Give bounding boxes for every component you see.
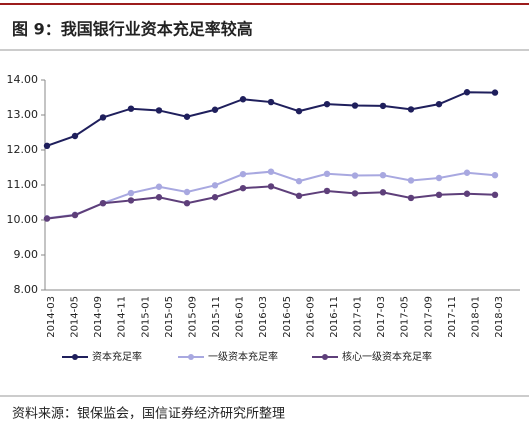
legend-marker (322, 354, 328, 360)
point (351, 172, 359, 179)
x-tick-label: 2014-05 (70, 296, 81, 338)
point (435, 174, 443, 182)
x-tick-label: 2016-11 (329, 296, 340, 338)
point (435, 191, 443, 198)
chart-title: 图 9：我国银行业资本充足率较高 (12, 20, 253, 39)
line (46, 185, 496, 220)
x-tick-label: 2014-11 (117, 296, 128, 338)
source: 资料来源：银保监会，国信证券经济研究所整理 (12, 406, 285, 422)
legend-marker (188, 354, 194, 360)
point (295, 107, 303, 115)
point (323, 100, 331, 108)
point (71, 211, 79, 219)
y-tick-label: 13.00 (7, 108, 39, 121)
point (463, 169, 471, 176)
point (127, 197, 135, 204)
point (463, 190, 471, 197)
x-tick-label: 2018-01 (470, 296, 481, 338)
point (463, 89, 471, 96)
point (239, 96, 247, 103)
y-tick-label: 14.00 (7, 73, 39, 86)
point (295, 177, 303, 185)
x-tick-label: 2016-03 (258, 296, 269, 338)
point (99, 200, 107, 207)
x-tick-label: 2017-09 (423, 296, 434, 338)
point (183, 113, 191, 120)
point (491, 191, 499, 198)
x-tick-label: 2015-09 (187, 296, 198, 338)
y-tick-label: 11.00 (7, 178, 39, 191)
point (211, 194, 219, 201)
y-tick-label: 12.00 (7, 143, 39, 156)
point (71, 132, 79, 140)
point (127, 189, 135, 197)
point (491, 89, 499, 96)
point (183, 200, 191, 207)
legend-label: 资本充足率 (92, 350, 142, 363)
point (351, 102, 359, 109)
point (127, 105, 135, 112)
y-tick-label: 10.00 (7, 213, 39, 226)
legend-label: 一级资本充足率 (208, 350, 278, 363)
x-tick-label: 2017-01 (353, 296, 364, 338)
point (267, 183, 275, 190)
point (99, 114, 107, 121)
point (407, 106, 415, 113)
point (155, 107, 163, 114)
point (43, 142, 51, 149)
y-tick-label: 8.00 (14, 283, 39, 296)
x-tick-label: 2014-03 (46, 296, 57, 338)
point (43, 215, 51, 222)
legend-marker (72, 354, 78, 360)
point (323, 187, 331, 195)
x-tick-label: 2017-03 (376, 296, 387, 338)
point (379, 189, 387, 196)
point (211, 106, 219, 113)
x-tick-label: 2015-11 (211, 296, 222, 338)
point (379, 172, 387, 179)
x-tick-label: 2017-05 (400, 296, 411, 338)
x-tick-label: 2015-05 (164, 296, 175, 338)
x-tick-label: 2015-01 (140, 296, 151, 338)
point (267, 98, 275, 106)
point (323, 170, 331, 177)
point (491, 172, 499, 179)
point (435, 100, 443, 108)
y-tick-label: 9.00 (14, 248, 39, 261)
point (155, 194, 163, 201)
point (379, 102, 387, 110)
line (46, 170, 496, 220)
point (239, 184, 247, 192)
point (407, 177, 415, 184)
point (267, 168, 275, 175)
point (155, 183, 163, 190)
x-tick-label: 2016-05 (282, 296, 293, 338)
point (295, 192, 303, 200)
x-tick-label: 2016-09 (305, 296, 316, 338)
x-tick-label: 2018-03 (494, 296, 505, 338)
x-tick-label: 2014-09 (93, 296, 104, 338)
x-tick-label: 2016-01 (235, 296, 246, 338)
point (183, 188, 191, 196)
point (239, 170, 247, 178)
point (351, 190, 359, 197)
x-tick-label: 2017-11 (447, 296, 458, 338)
legend-label: 核心一级资本充足率 (342, 350, 432, 363)
point (211, 182, 219, 189)
point (407, 194, 415, 202)
